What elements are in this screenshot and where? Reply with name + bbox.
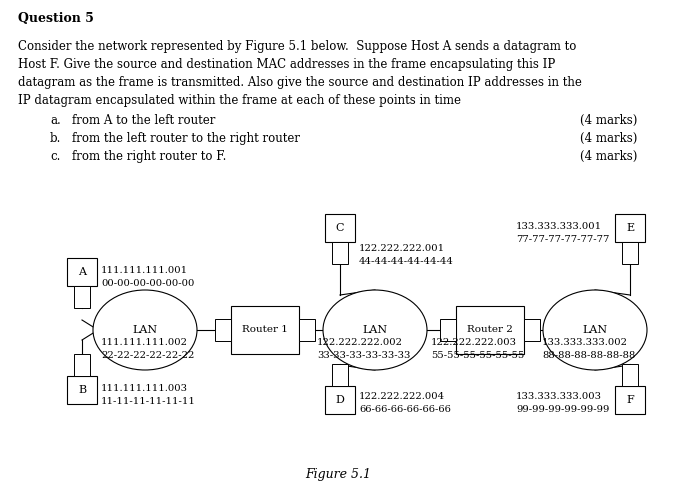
FancyBboxPatch shape	[332, 242, 348, 264]
FancyBboxPatch shape	[622, 242, 638, 264]
FancyBboxPatch shape	[215, 319, 231, 341]
Text: B: B	[78, 385, 86, 395]
FancyBboxPatch shape	[74, 354, 90, 376]
Text: (4 marks): (4 marks)	[580, 132, 637, 145]
Text: 111.111.111.001: 111.111.111.001	[101, 266, 188, 275]
Text: 122.222.222.001: 122.222.222.001	[359, 244, 445, 253]
Text: F: F	[626, 395, 634, 405]
FancyBboxPatch shape	[615, 386, 645, 414]
Text: datagram as the frame is transmitted. Also give the source and destination IP ad: datagram as the frame is transmitted. Al…	[18, 76, 582, 89]
Text: 133.333.333.002: 133.333.333.002	[542, 338, 628, 347]
Text: C: C	[336, 223, 344, 233]
Text: Router 1: Router 1	[242, 325, 288, 335]
Text: 22-22-22-22-22-22: 22-22-22-22-22-22	[101, 351, 194, 360]
Text: Host F. Give the source and destination MAC addresses in the frame encapsulating: Host F. Give the source and destination …	[18, 58, 555, 71]
Text: 55-55-55-55-55-55: 55-55-55-55-55-55	[431, 351, 525, 360]
Text: IP datagram encapsulated within the frame at each of these points in time: IP datagram encapsulated within the fram…	[18, 94, 461, 107]
Text: 99-99-99-99-99-99: 99-99-99-99-99-99	[516, 405, 609, 414]
FancyBboxPatch shape	[299, 319, 315, 341]
Text: b.: b.	[50, 132, 62, 145]
Text: 122.222.222.002: 122.222.222.002	[317, 338, 403, 347]
FancyBboxPatch shape	[231, 306, 299, 354]
Text: 44-44-44-44-44-44: 44-44-44-44-44-44	[359, 257, 454, 266]
FancyBboxPatch shape	[615, 214, 645, 242]
Text: (4 marks): (4 marks)	[580, 114, 637, 127]
FancyBboxPatch shape	[67, 376, 97, 404]
Text: from the right router to F.: from the right router to F.	[72, 150, 226, 163]
Ellipse shape	[323, 290, 427, 370]
Text: LAN: LAN	[362, 325, 387, 335]
Text: Consider the network represented by Figure 5.1 below.  Suppose Host A sends a da: Consider the network represented by Figu…	[18, 40, 576, 53]
FancyBboxPatch shape	[67, 258, 97, 286]
FancyBboxPatch shape	[622, 364, 638, 386]
Text: 111.111.111.002: 111.111.111.002	[101, 338, 188, 347]
Text: 133.333.333.001: 133.333.333.001	[516, 222, 602, 231]
Text: E: E	[626, 223, 634, 233]
Text: 111.111.111.003: 111.111.111.003	[101, 384, 188, 393]
Text: 88-88-88-88-88-88: 88-88-88-88-88-88	[542, 351, 636, 360]
Text: 33-33-33-33-33-33: 33-33-33-33-33-33	[317, 351, 410, 360]
Ellipse shape	[543, 290, 647, 370]
Text: 00-00-00-00-00-00: 00-00-00-00-00-00	[101, 279, 194, 288]
Text: 122.222.222.004: 122.222.222.004	[359, 392, 445, 401]
FancyBboxPatch shape	[325, 214, 355, 242]
Text: Question 5: Question 5	[18, 12, 94, 25]
Text: 11-11-11-11-11-11: 11-11-11-11-11-11	[101, 397, 196, 406]
Text: 77-77-77-77-77-77: 77-77-77-77-77-77	[516, 235, 609, 244]
FancyBboxPatch shape	[440, 319, 456, 341]
Text: 66-66-66-66-66-66: 66-66-66-66-66-66	[359, 405, 451, 414]
FancyBboxPatch shape	[325, 386, 355, 414]
FancyBboxPatch shape	[524, 319, 540, 341]
FancyBboxPatch shape	[332, 364, 348, 386]
Text: LAN: LAN	[582, 325, 607, 335]
Text: 122.222.222.003: 122.222.222.003	[431, 338, 517, 347]
Text: D: D	[336, 395, 345, 405]
Ellipse shape	[93, 290, 197, 370]
FancyBboxPatch shape	[74, 286, 90, 308]
FancyBboxPatch shape	[456, 306, 524, 354]
Text: a.: a.	[50, 114, 61, 127]
Text: 133.333.333.003: 133.333.333.003	[516, 392, 602, 401]
Text: from A to the left router: from A to the left router	[72, 114, 215, 127]
Text: Router 2: Router 2	[467, 325, 513, 335]
Text: A: A	[78, 267, 86, 277]
Text: (4 marks): (4 marks)	[580, 150, 637, 163]
Text: Figure 5.1: Figure 5.1	[305, 468, 371, 481]
Text: from the left router to the right router: from the left router to the right router	[72, 132, 300, 145]
Text: LAN: LAN	[133, 325, 158, 335]
Text: c.: c.	[50, 150, 60, 163]
